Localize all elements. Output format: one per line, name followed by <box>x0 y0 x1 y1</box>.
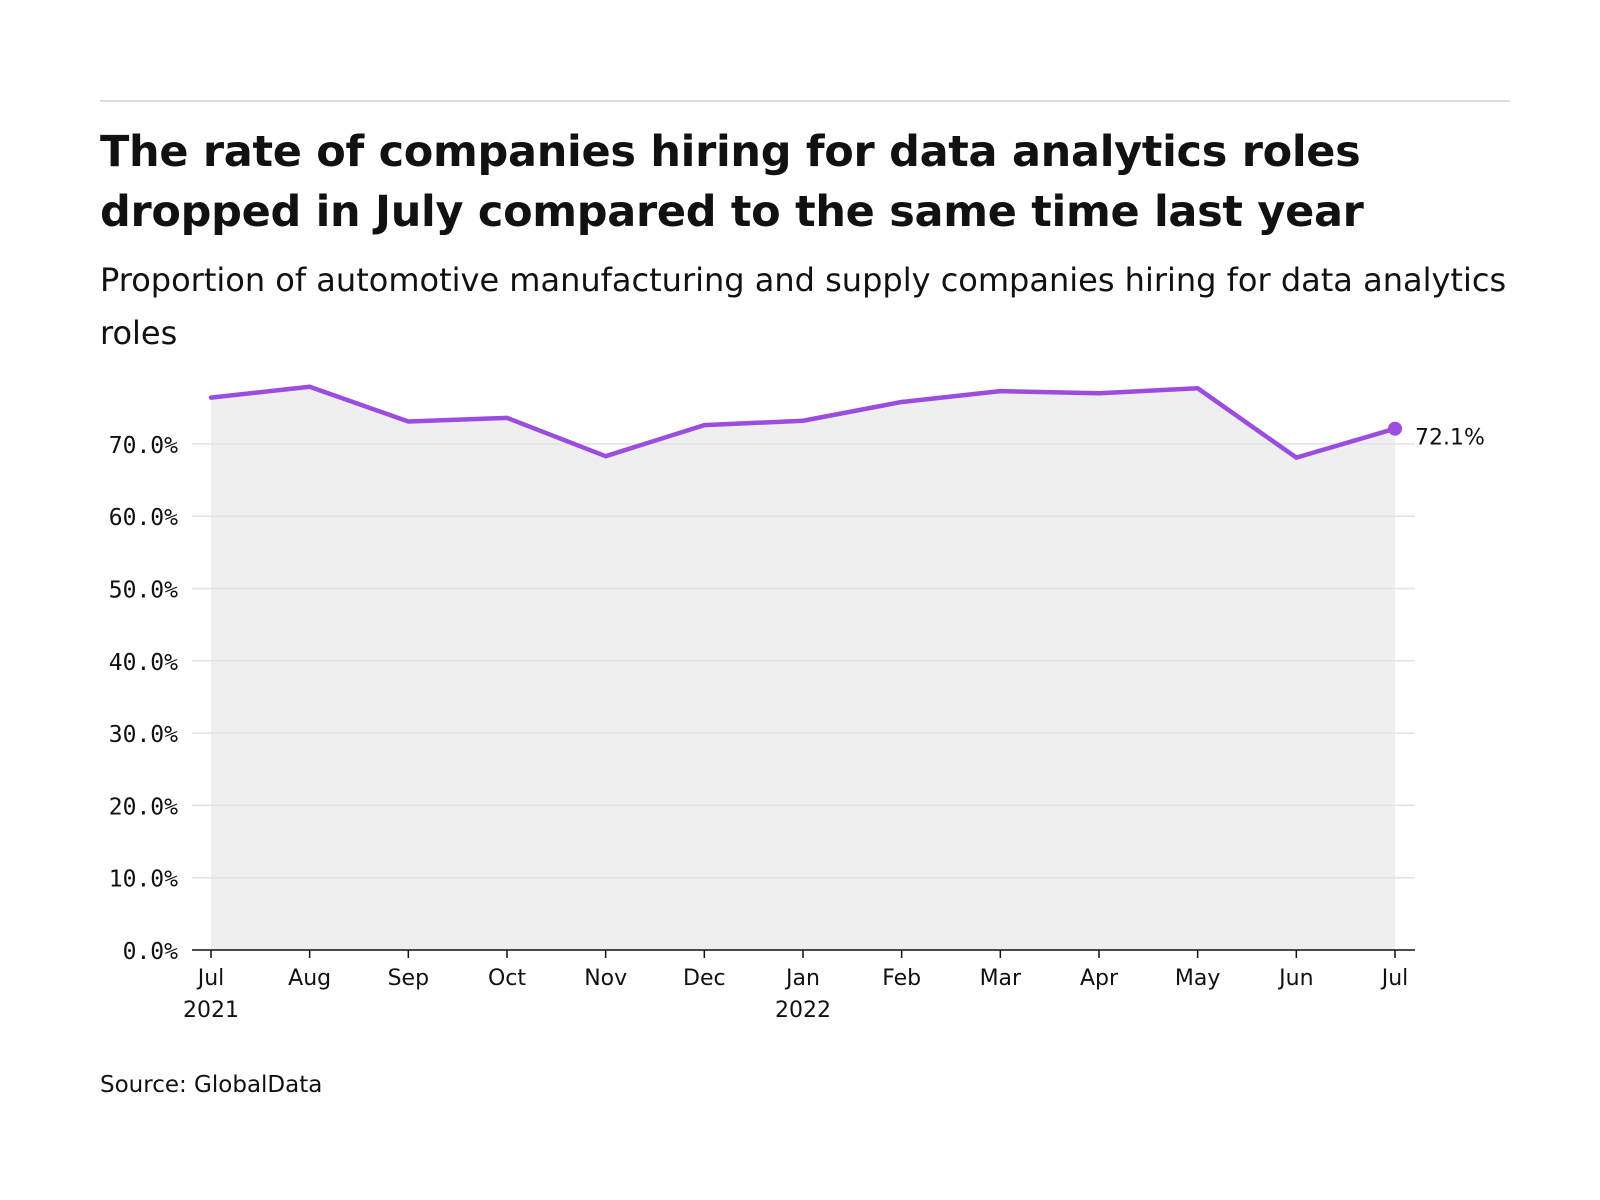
y-tick-label: 40.0% <box>109 650 178 676</box>
x-tick-label: Feb <box>882 966 921 991</box>
series-line <box>208 384 1398 460</box>
y-tick-label: 50.0% <box>109 578 178 604</box>
y-tick-label: 0.0% <box>123 939 179 965</box>
x-tick-label: Jan <box>784 966 820 991</box>
y-tick-label: 10.0% <box>109 867 178 893</box>
x-tick-label: Sep <box>388 966 429 991</box>
area-fill <box>211 386 1395 951</box>
x-tick-label: Mar <box>980 966 1022 991</box>
x-tick-label: Oct <box>488 966 526 991</box>
x-tick-label: Nov <box>584 966 627 991</box>
x-tick-label: May <box>1175 966 1220 991</box>
top-divider <box>100 100 1510 102</box>
y-tick-label: 20.0% <box>109 794 178 820</box>
x-tick-label: Jul <box>1380 966 1409 991</box>
x-tick-year-label: 2022 <box>775 998 831 1023</box>
x-tick-label: Dec <box>683 966 726 991</box>
y-tick-label: 60.0% <box>109 505 178 531</box>
last-value-label: 72.1% <box>1415 426 1485 451</box>
y-tick-label: 70.0% <box>109 433 178 459</box>
x-tick-label: Apr <box>1080 966 1119 991</box>
chart-title: The rate of companies hiring for data an… <box>100 127 1364 237</box>
y-tick-label: 30.0% <box>109 722 178 748</box>
x-tick-label: Jul <box>196 966 225 991</box>
source-note: Source: GlobalData <box>100 1072 323 1098</box>
chart-subtitle: Proportion of automotive manufacturing a… <box>100 261 1507 352</box>
x-tick-year-label: 2021 <box>183 998 239 1023</box>
x-tick-label: Jun <box>1277 966 1313 991</box>
last-data-point <box>1388 421 1402 436</box>
x-tick-label: Aug <box>288 966 331 991</box>
